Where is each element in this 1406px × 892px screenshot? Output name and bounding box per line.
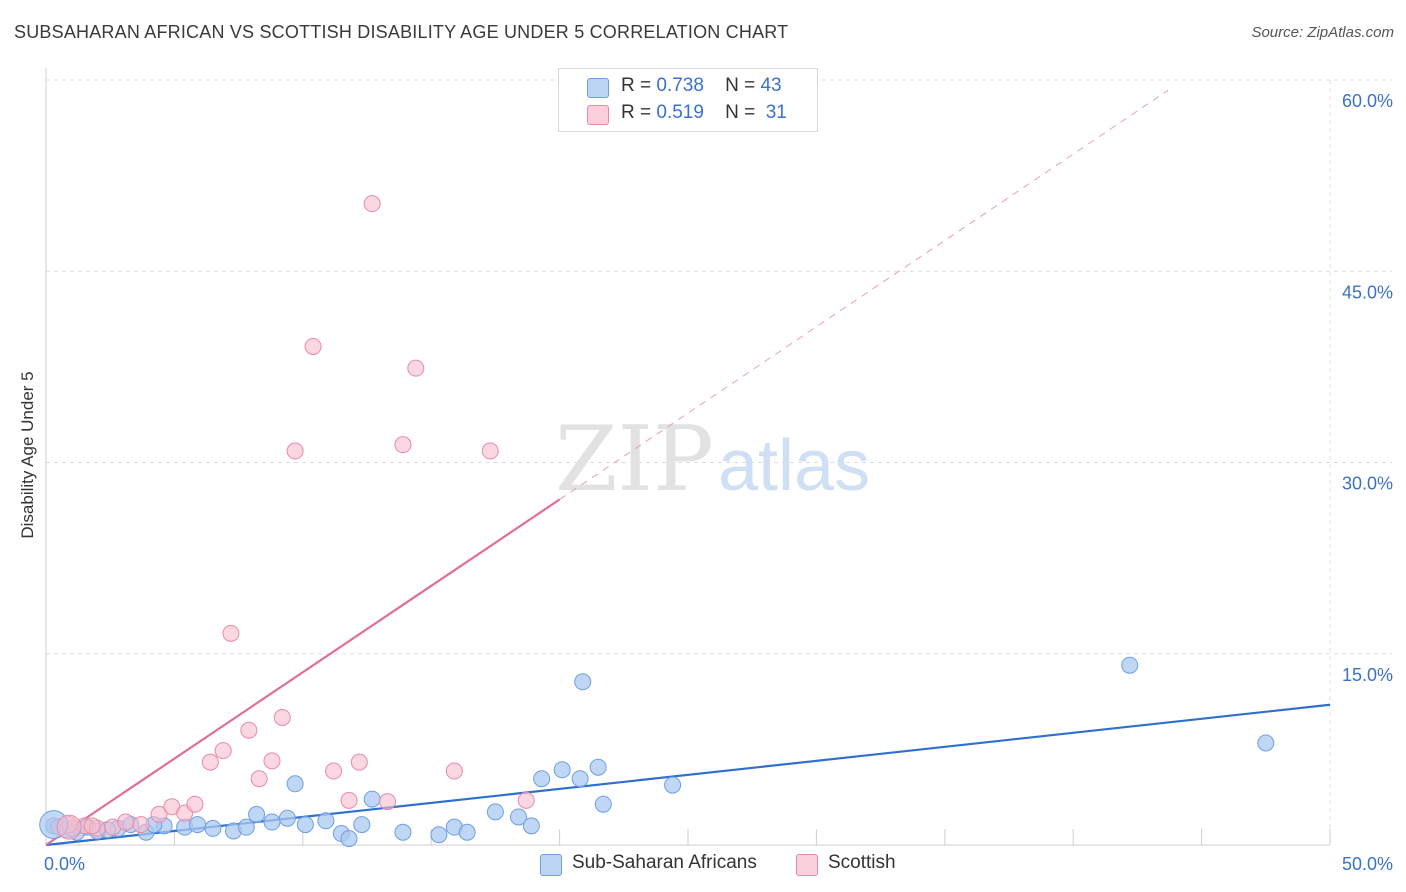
scottish-point	[394, 436, 412, 454]
y-tick-label: 60.0%	[1342, 91, 1393, 111]
sub-saharan-point	[589, 758, 607, 776]
legend-r-label: R =	[621, 75, 652, 96]
sub-saharan-point	[237, 818, 255, 836]
scottish-point	[273, 709, 291, 726]
sub-saharan-point	[394, 823, 412, 841]
sub-saharan-point	[574, 673, 592, 691]
x-tick-label: 50.0%	[1342, 854, 1393, 874]
legend-label: Scottish	[828, 852, 896, 873]
legend-swatch-pink	[587, 105, 609, 125]
scottish-point	[263, 752, 281, 770]
scottish-point	[240, 721, 258, 739]
scottish-point	[350, 753, 368, 771]
legend-r-value: 0.519	[656, 102, 704, 123]
correlation-legend: R = 0.738 N = 43 R = 0.519 N = 31	[558, 68, 818, 132]
scottish-point	[250, 770, 268, 788]
chart-title: SUBSAHARAN AFRICAN VS SCOTTISH DISABILIT…	[14, 22, 789, 42]
legend-r-value: 0.738	[656, 75, 704, 96]
scottish-point	[304, 337, 322, 355]
scottish-trend-line	[45, 498, 561, 846]
scottish-point	[445, 762, 463, 780]
sub-saharan-point	[594, 795, 612, 813]
scottish-point	[363, 195, 381, 213]
scottish-point	[132, 816, 150, 834]
sub-saharan-point	[248, 805, 266, 823]
sub-saharan-point	[353, 816, 371, 834]
source-credit: Source: ZipAtlas.com	[1251, 24, 1394, 41]
scottish-point	[56, 814, 82, 840]
watermark-zip: ZIP	[555, 407, 714, 512]
sub-saharan-point	[278, 809, 296, 827]
scottish-point	[379, 793, 397, 811]
scottish-point	[222, 624, 240, 642]
legend-label: Sub-Saharan Africans	[572, 852, 757, 873]
sub-saharan-point	[553, 761, 571, 779]
legend-swatch-blue	[540, 854, 562, 876]
sub-saharan-point	[1121, 656, 1139, 674]
sub-saharan-point	[522, 817, 540, 835]
y-tick-label: 15.0%	[1342, 665, 1393, 685]
grid-lines	[46, 79, 1392, 845]
y-tick-label: 45.0%	[1342, 282, 1393, 302]
scottish-point	[286, 442, 304, 460]
scottish-point	[201, 753, 219, 771]
sub-saharan-point	[510, 808, 528, 826]
sub-saharan-point	[664, 776, 682, 794]
scottish-trend-extension	[559, 89, 1169, 500]
scottish-point	[407, 359, 425, 377]
sub-saharan-point	[430, 826, 448, 844]
scottish-point	[186, 795, 204, 813]
legend-r-label: R =	[621, 102, 652, 123]
watermark-atlas: atlas	[718, 426, 870, 506]
y-axis-label: Disability Age Under 5	[18, 371, 37, 539]
sub-saharan-point	[458, 823, 476, 841]
legend-n-value: 31	[765, 102, 787, 123]
y-tick-label: 30.0%	[1342, 474, 1393, 494]
scottish-point	[481, 442, 499, 460]
legend-n-label: N =	[725, 75, 756, 96]
sub-saharan-point	[204, 819, 222, 837]
x-tick-label: 0.0%	[44, 854, 85, 874]
tick-labels: 15.0% 30.0% 45.0% 60.0% 0.0% 50.0%	[44, 91, 1393, 874]
legend-n-value: 43	[760, 75, 782, 96]
sub-saharan-point	[317, 812, 335, 830]
scottish-point	[340, 791, 358, 809]
sub-saharan-point	[340, 830, 358, 848]
legend-n-label: N =	[725, 102, 756, 123]
sub-saharan-point	[263, 813, 281, 831]
data-points	[39, 195, 1275, 848]
sub-saharan-point	[286, 775, 304, 793]
scottish-point	[325, 762, 343, 780]
sub-saharan-point	[296, 816, 314, 834]
scottish-point	[150, 805, 168, 823]
scottish-point	[83, 817, 101, 835]
scottish-point	[117, 813, 135, 831]
scottish-point	[214, 742, 232, 760]
scottish-point	[517, 791, 535, 809]
sub-saharan-point	[533, 770, 551, 788]
legend-swatch-pink	[796, 854, 818, 876]
watermark: ZIP atlas	[555, 407, 870, 512]
sub-saharan-point	[571, 770, 589, 788]
sub-saharan-point	[486, 803, 504, 821]
sub-saharan-point	[363, 790, 381, 808]
legend-swatch-blue	[587, 78, 609, 98]
sub-saharan-point	[1257, 734, 1275, 752]
sub-saharan-point	[189, 816, 207, 834]
